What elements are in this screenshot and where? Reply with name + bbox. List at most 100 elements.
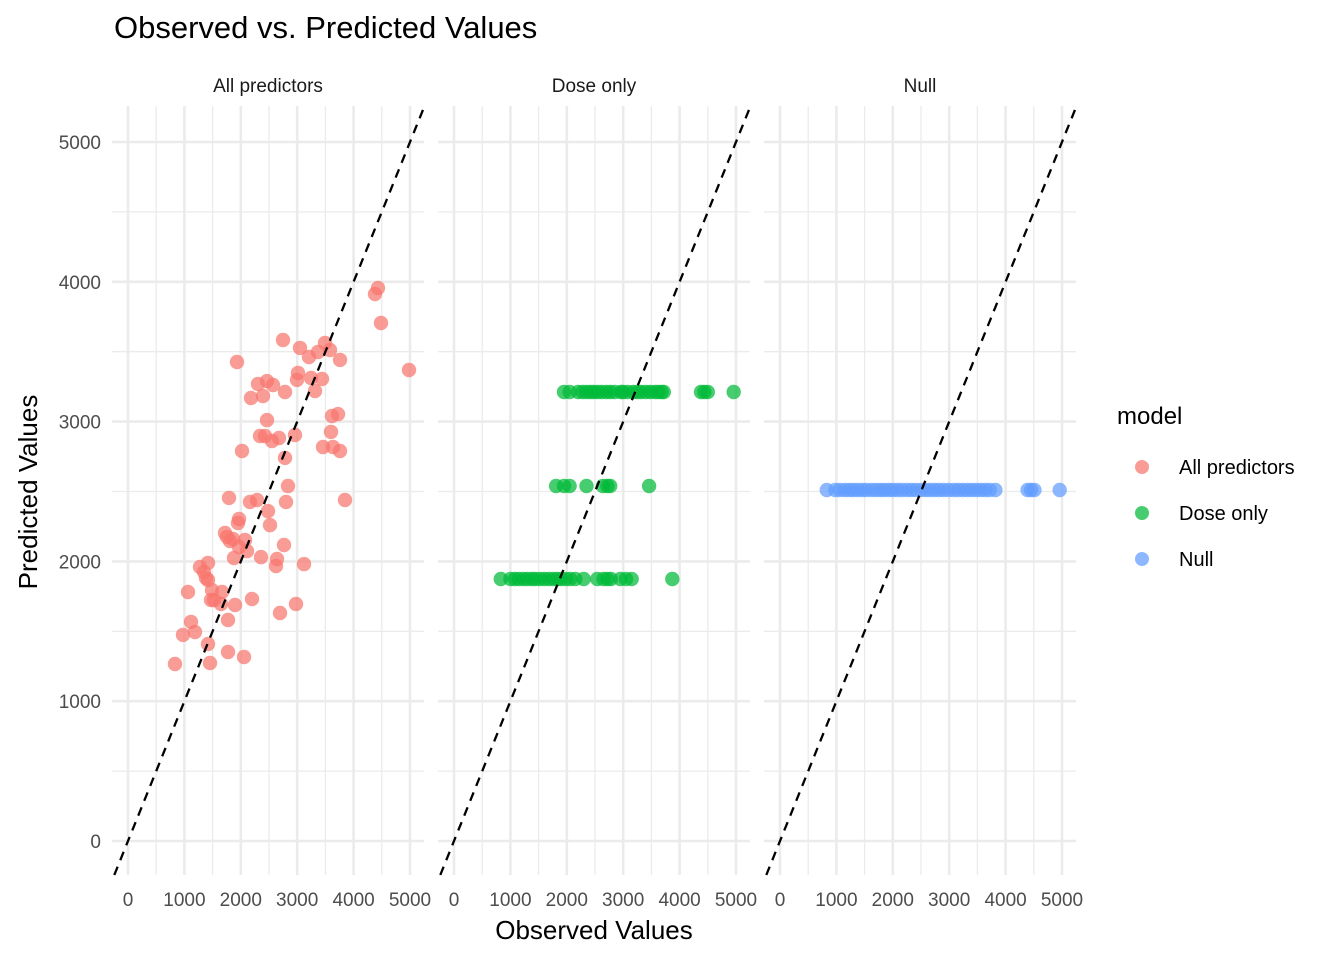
- data-point: [296, 556, 312, 572]
- y-tick-label: 2000: [59, 552, 101, 573]
- x-tick-label: 0: [775, 890, 786, 911]
- data-point: [236, 649, 252, 665]
- x-tick-label: 1000: [163, 890, 205, 911]
- data-point: [226, 550, 242, 566]
- data-point: [665, 571, 680, 587]
- x-tick-label: 0: [123, 890, 134, 911]
- data-point: [322, 342, 338, 358]
- legend-label: Null: [1179, 549, 1213, 571]
- data-point: [303, 370, 319, 386]
- legend-key-dot: [1135, 552, 1149, 566]
- legend-label: Dose only: [1179, 503, 1268, 525]
- data-point: [656, 384, 671, 400]
- facet-strip-label: Dose only: [552, 76, 637, 97]
- data-point: [332, 352, 348, 368]
- legend-items: All predictors Dose only Null: [1135, 457, 1295, 571]
- data-point: [234, 443, 250, 459]
- data-point: [276, 537, 292, 553]
- data-point: [255, 388, 271, 404]
- y-tick-label: 5000: [59, 133, 101, 154]
- data-point: [275, 332, 291, 348]
- data-point: [288, 596, 304, 612]
- data-point: [271, 430, 287, 446]
- y-tick-label: 3000: [59, 413, 101, 434]
- y-tick-label: 1000: [59, 692, 101, 713]
- facet-strip-label: Null: [904, 76, 937, 97]
- x-tick-label: 5000: [715, 890, 757, 911]
- data-point: [202, 655, 218, 671]
- data-point: [220, 612, 236, 628]
- data-point: [726, 384, 741, 400]
- chart-title: Observed vs. Predicted Values: [114, 10, 537, 45]
- data-point: [988, 482, 1003, 498]
- data-point: [278, 494, 294, 510]
- data-point: [200, 636, 216, 652]
- x-tick-label: 5000: [1041, 890, 1083, 911]
- data-point: [603, 478, 618, 494]
- identity-reference-line: [113, 106, 426, 876]
- data-point: [330, 406, 346, 422]
- data-point: [260, 503, 276, 519]
- x-tick-label: 4000: [984, 890, 1026, 911]
- data-point: [1052, 482, 1067, 498]
- data-point: [253, 549, 269, 565]
- x-tick-label: 2000: [872, 890, 914, 911]
- data-point: [262, 517, 278, 533]
- data-point: [700, 384, 715, 400]
- facet-strip-label: All predictors: [213, 76, 323, 97]
- x-tick-label: 3000: [928, 890, 970, 911]
- x-tick-label: 1000: [489, 890, 531, 911]
- x-tick-label: 4000: [332, 890, 374, 911]
- data-point: [187, 624, 203, 640]
- y-axis-title: Predicted Values: [13, 395, 43, 590]
- x-tick-label: 2000: [220, 890, 262, 911]
- legend-item: Null: [1135, 549, 1213, 571]
- data-point: [243, 390, 259, 406]
- data-point: [239, 543, 255, 559]
- identity-reference-line: [439, 106, 752, 876]
- data-point: [315, 439, 331, 455]
- x-tick-label: 5000: [389, 890, 431, 911]
- data-point: [314, 371, 330, 387]
- data-point: [249, 492, 265, 508]
- legend-label: All predictors: [1179, 457, 1295, 479]
- x-tick-label: 3000: [276, 890, 318, 911]
- legend-key-dot: [1135, 460, 1149, 474]
- data-point: [200, 555, 216, 571]
- identity-reference-line: [765, 106, 1078, 876]
- data-point: [1027, 482, 1042, 498]
- data-point: [265, 377, 281, 393]
- data-point: [280, 478, 296, 494]
- data-point: [272, 605, 288, 621]
- facet-panel: Dose only 0 1000 2000 3000 4000 5000: [438, 76, 757, 911]
- data-point: [244, 591, 260, 607]
- data-point: [307, 383, 323, 399]
- data-point: [259, 412, 275, 428]
- facet-panel: Null 0 1000 2000 3000 4000 5000: [764, 76, 1083, 911]
- data-point: [292, 340, 308, 356]
- data-point: [229, 354, 245, 370]
- legend: model All predictors Dose only Null: [1117, 403, 1295, 571]
- data-point: [214, 584, 230, 600]
- data-point: [227, 597, 243, 613]
- data-point: [576, 571, 591, 587]
- data-point: [624, 571, 639, 587]
- x-axis-title: Observed Values: [495, 915, 693, 945]
- data-point: [579, 478, 594, 494]
- data-point: [231, 511, 247, 527]
- x-tick-label: 4000: [658, 890, 700, 911]
- data-point: [175, 627, 191, 643]
- data-point: [641, 478, 657, 494]
- legend-item: Dose only: [1135, 503, 1268, 525]
- data-point: [269, 551, 285, 567]
- data-point: [562, 478, 577, 494]
- data-point: [373, 315, 389, 331]
- y-tick-label: 4000: [59, 273, 101, 294]
- data-point: [290, 365, 306, 381]
- data-point: [332, 443, 348, 459]
- x-tick-label: 2000: [546, 890, 588, 911]
- y-tick-label: 0: [90, 832, 101, 853]
- data-point: [220, 644, 236, 660]
- data-point: [221, 490, 237, 506]
